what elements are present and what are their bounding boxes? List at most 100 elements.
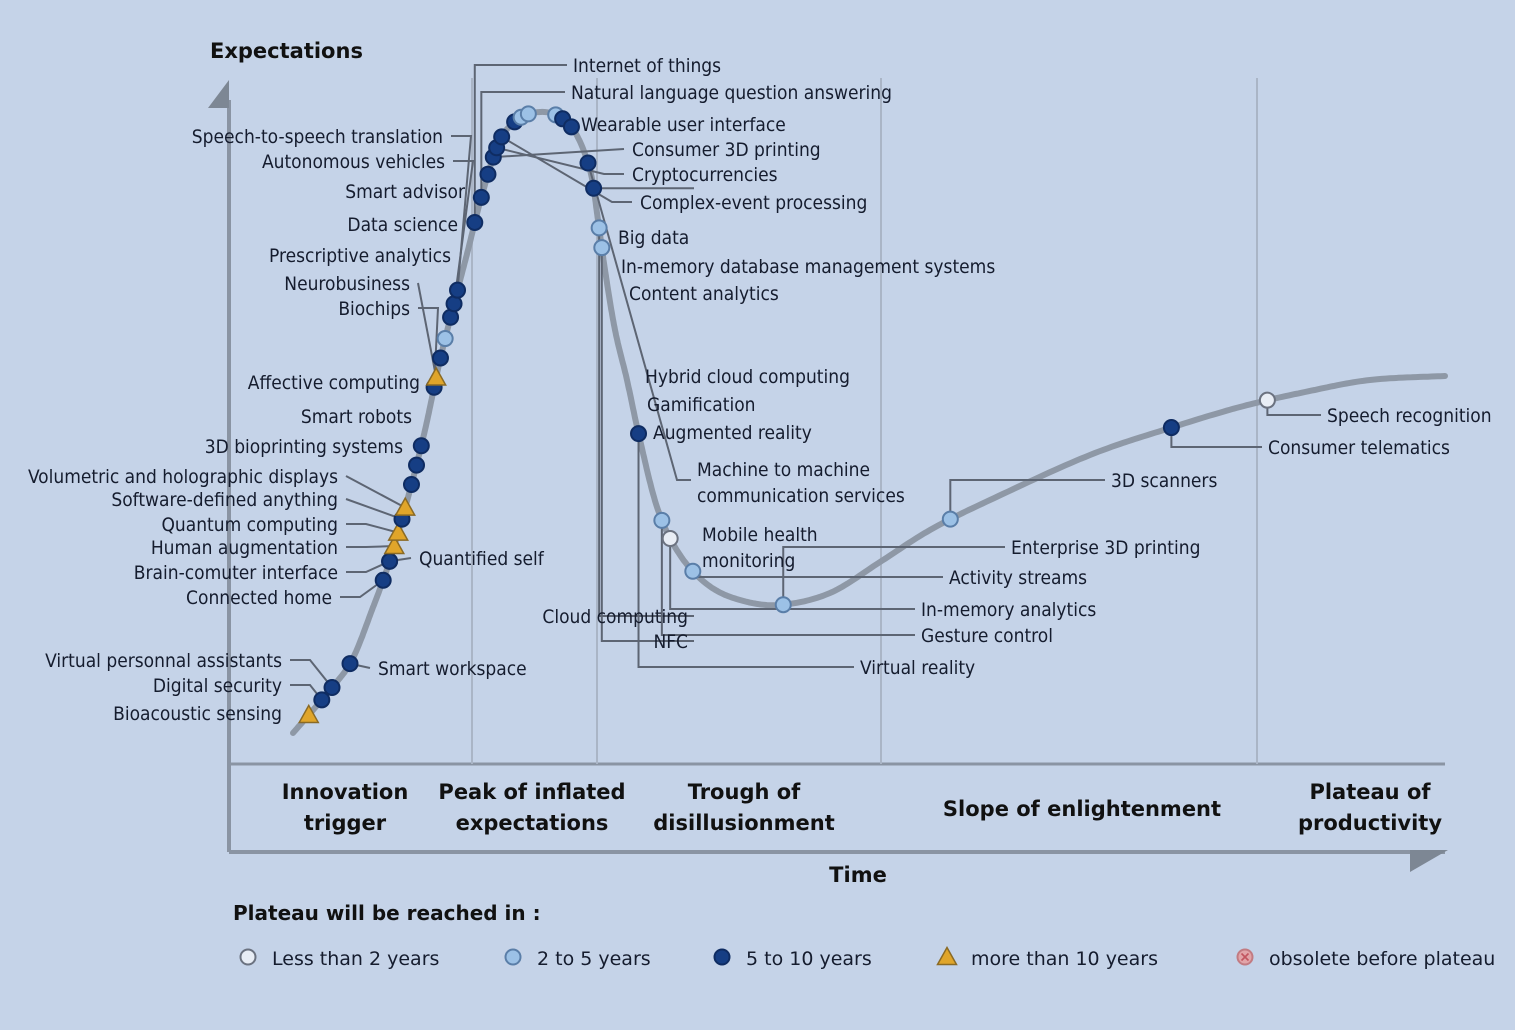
legend-marker-icon [713, 948, 731, 966]
point-label: Biochips [338, 298, 410, 320]
leader-line [496, 146, 624, 175]
data-point [323, 679, 341, 697]
point-label: Gesture control [921, 625, 1053, 647]
leader-line [345, 498, 403, 521]
leader-line [290, 659, 333, 689]
data-point [585, 179, 603, 197]
legend: Less than 2 years 2 to 5 years 5 to 10 yea… [239, 945, 1495, 970]
point-marker-2to5 [653, 511, 671, 529]
axes [208, 80, 1448, 872]
point-label: Smart advisor [345, 181, 466, 203]
point-marker-2to5 [590, 219, 608, 237]
data-point [425, 366, 447, 386]
point-marker-2to5 [941, 510, 959, 528]
leader-line [501, 135, 632, 203]
leader-line [949, 479, 1105, 520]
leader-line [587, 162, 691, 481]
legend-label: more than 10 years [971, 948, 1158, 970]
x-axis-arrow-icon [1410, 850, 1448, 872]
point-label: 3D bioprinting systems [205, 436, 403, 458]
leader-line [1170, 427, 1262, 448]
phase-label: Innovation [282, 780, 409, 804]
y-axis-title: Expectations [210, 39, 363, 63]
data-point [653, 511, 671, 529]
leader-line [417, 282, 438, 378]
legend-item: obsolete before plateau [1236, 948, 1495, 970]
point-marker-2to5 [519, 105, 537, 123]
legend-label: 2 to 5 years [537, 948, 651, 970]
data-point [381, 552, 399, 570]
point-label: Consumer telematics [1268, 437, 1450, 459]
point-label: Quantified self [419, 548, 545, 570]
point-marker-5to10 [630, 425, 648, 443]
data-point [449, 281, 467, 299]
point-label: Cryptocurrencies [632, 164, 778, 186]
point-label: Brain-comuter interface [134, 562, 338, 584]
data-point [408, 456, 426, 474]
point-marker-lt2 [1258, 391, 1276, 409]
data-point [1162, 419, 1180, 437]
point-marker-5to10 [412, 437, 430, 455]
leader-line [346, 545, 395, 548]
legend-item: Less than 2 years [239, 948, 439, 970]
leader-line [340, 579, 384, 598]
point-label: Complex-event processing [640, 192, 867, 214]
point-marker-5to10 [341, 655, 359, 673]
point-label: Bioacoustic sensing [113, 703, 282, 725]
legend-marker-icon [504, 948, 522, 966]
x-axis-title: Time [829, 863, 887, 887]
point-label: Autonomous vehicles [262, 151, 445, 173]
leader-line [346, 523, 399, 534]
point-label: Cloud computing [542, 606, 688, 628]
point-label: In-memory database management systems [621, 256, 995, 278]
phase-label: expectations [456, 811, 609, 835]
point-label: 3D scanners [1111, 470, 1217, 492]
data-point [519, 105, 537, 123]
point-marker-gt10 [297, 703, 320, 724]
point-label: Speech-to-speech translation [192, 126, 443, 148]
leader-line [346, 560, 391, 573]
point-label: Big data [618, 227, 689, 249]
data-point [684, 562, 702, 580]
point-label: Activity streams [949, 567, 1087, 589]
phase-label: Plateau of [1309, 780, 1431, 804]
point-label: communication services [697, 485, 905, 507]
point-label: Content analytics [629, 283, 779, 305]
point-label: Volumetric and holographic displays [28, 466, 338, 488]
leader-line [345, 475, 406, 509]
leader-line [480, 91, 565, 198]
data-point [431, 349, 449, 367]
point-marker-5to10 [402, 475, 420, 493]
point-marker-gt10 [394, 496, 416, 516]
data-point [579, 154, 597, 172]
point-marker-gt10 [425, 366, 447, 386]
point-label: Natural language question answering [571, 82, 892, 104]
point-marker-5to10 [374, 571, 392, 589]
data-point [297, 703, 320, 724]
data-point [593, 239, 611, 257]
point-marker-lt2 [661, 530, 679, 548]
data-point [590, 219, 608, 237]
phase-label: Slope of enlightenment [943, 797, 1221, 821]
point-marker-5to10 [408, 456, 426, 474]
point-marker-5to10 [431, 349, 449, 367]
point-label: NFC [653, 631, 688, 653]
point-marker-5to10 [585, 179, 603, 197]
point-label: Hybrid cloud computing [645, 366, 850, 388]
point-label: Gamification [647, 394, 756, 416]
point-label: Data science [347, 214, 458, 236]
phase-label: Peak of inflated [438, 780, 625, 804]
phase-label: productivity [1298, 811, 1442, 835]
phase-label: trigger [304, 811, 387, 835]
point-marker-5to10 [562, 118, 580, 136]
point-marker-5to10 [479, 165, 497, 183]
legend-label: 5 to 10 years [746, 948, 872, 970]
data-point [493, 128, 511, 146]
data-point [661, 530, 679, 548]
point-label: Speech recognition [1327, 405, 1492, 427]
point-marker-2to5 [684, 562, 702, 580]
legend-label: Less than 2 years [272, 948, 439, 970]
data-point [387, 521, 409, 541]
point-marker-2to5 [436, 330, 454, 348]
data-point [394, 496, 416, 516]
